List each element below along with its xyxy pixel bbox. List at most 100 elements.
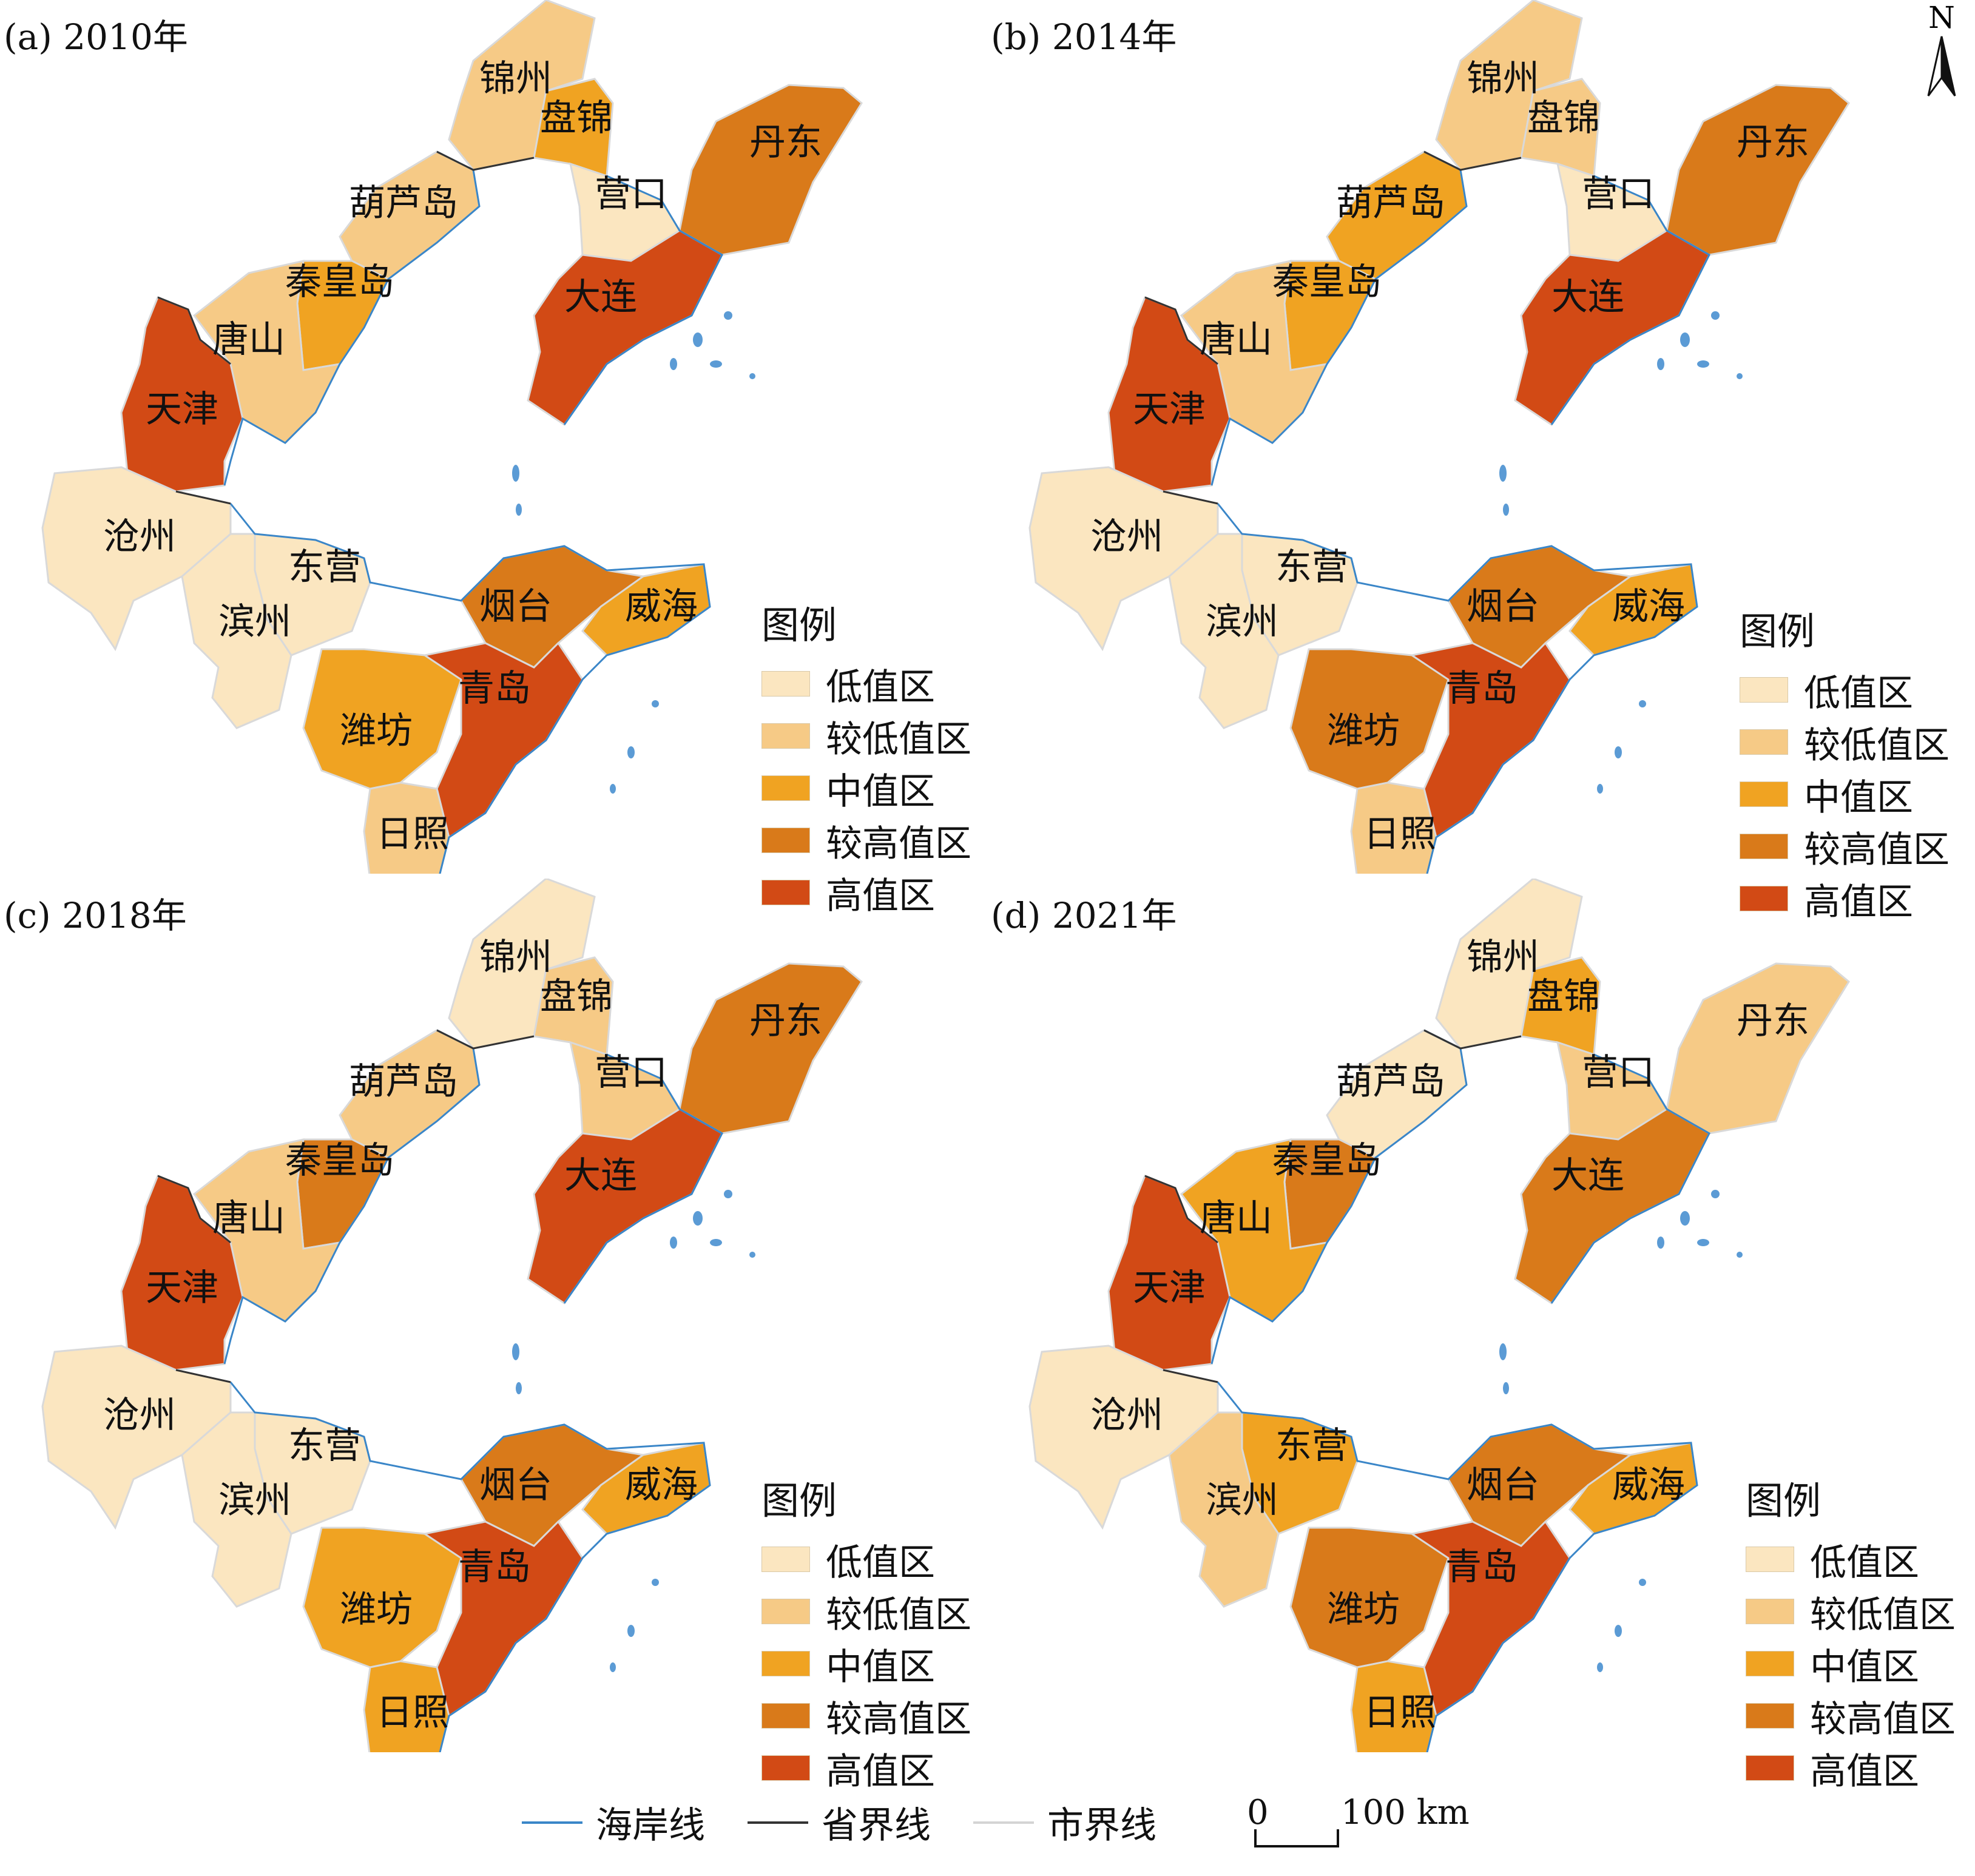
island	[724, 1190, 732, 1198]
province-boundary-label: 省界线	[822, 1804, 931, 1847]
city-label-潍坊: 潍坊	[340, 1588, 413, 1631]
city-label-威海: 威海	[1612, 585, 1685, 628]
province-boundary-segment	[157, 1175, 231, 1244]
panel-title: (d) 2021年	[991, 895, 1177, 936]
legend-label: 低值区	[826, 1541, 935, 1584]
city-label-东营: 东营	[1275, 1425, 1348, 1467]
island	[1657, 358, 1664, 370]
region-丹东	[678, 962, 863, 1135]
legend-swatch	[1746, 1599, 1794, 1624]
legend-title: 图例	[1740, 609, 1815, 653]
coastline-segment	[223, 150, 481, 486]
island	[724, 311, 732, 320]
city-label-大连: 大连	[564, 1155, 637, 1197]
city-label-东营: 东营	[288, 1425, 361, 1467]
city-label-滨州: 滨州	[1206, 1479, 1278, 1522]
legend-label: 较低值区	[826, 718, 971, 761]
legend-swatch	[761, 775, 810, 801]
region-日照	[1350, 1660, 1437, 1752]
legend-swatch	[1746, 1547, 1794, 1572]
province-boundary-segment	[1144, 296, 1218, 365]
city-label-日照: 日照	[376, 813, 449, 855]
legend-label: 中值区	[826, 1645, 935, 1689]
legend-swatch	[761, 1703, 810, 1729]
legend-swatch	[1740, 886, 1788, 911]
city-label-葫芦岛: 葫芦岛	[349, 1061, 458, 1103]
island	[610, 1662, 616, 1672]
region-丹东	[678, 84, 863, 256]
city-label-潍坊: 潍坊	[340, 710, 413, 752]
city-label-盘锦: 盘锦	[1527, 976, 1600, 1018]
legend-item: 较高值区	[1740, 820, 1950, 872]
region-日照	[1350, 781, 1437, 874]
province-boundary-segment	[1144, 1175, 1218, 1244]
city-label-秦皇岛: 秦皇岛	[285, 1139, 394, 1182]
province-boundary-segment	[1423, 150, 1522, 171]
legend-title: 图例	[761, 603, 837, 647]
coastline-segment	[223, 1029, 481, 1365]
city-label-葫芦岛: 葫芦岛	[1336, 182, 1445, 224]
city-label-营口: 营口	[1582, 1051, 1655, 1094]
island	[710, 1239, 722, 1246]
legend-item: 中值区	[1740, 768, 1950, 820]
province-boundary-segment	[175, 490, 231, 505]
city-label-沧州: 沧州	[1090, 516, 1163, 558]
region-潍坊	[1289, 648, 1450, 790]
island	[512, 1343, 519, 1360]
city-label-烟台: 烟台	[479, 585, 552, 628]
legend-label: 较高值区	[826, 1698, 971, 1741]
region-沧州	[1028, 466, 1219, 652]
north-label: N	[1928, 0, 1955, 35]
city-label-丹东: 丹东	[749, 1000, 822, 1042]
legend-swatch	[761, 880, 810, 905]
region-滨州	[181, 533, 292, 729]
legend-swatch	[1740, 677, 1788, 703]
province-boundary-segment	[157, 296, 231, 365]
island	[749, 1252, 755, 1258]
island	[627, 746, 635, 758]
island	[1680, 1211, 1690, 1226]
city-label-潍坊: 潍坊	[1327, 1588, 1400, 1631]
legend-label: 中值区	[1810, 1645, 1919, 1689]
coastline-segment	[1550, 1053, 1710, 1304]
legend-swatch	[1740, 729, 1788, 755]
legend-item: 较高值区	[761, 814, 971, 866]
region-丹东	[1666, 84, 1850, 256]
region-滨州	[181, 1411, 292, 1608]
region-日照	[363, 1660, 450, 1752]
legend: 图例 低值区 较低值区 中值区 较高值区 高值区	[1740, 601, 1950, 925]
legend-label: 较高值区	[826, 822, 971, 865]
city-boundary-label: 市界线	[1047, 1804, 1156, 1847]
legend-label: 较低值区	[826, 1593, 971, 1636]
island	[652, 1579, 659, 1586]
legend-label: 中值区	[826, 770, 935, 813]
island	[670, 1237, 677, 1249]
legend-item: 低值区	[1740, 664, 1950, 716]
city-label-滨州: 滨州	[1206, 601, 1278, 643]
city-label-青岛: 青岛	[1445, 1546, 1518, 1588]
island	[693, 1211, 703, 1226]
city-label-葫芦岛: 葫芦岛	[1336, 1061, 1445, 1103]
coastline-segment	[1217, 503, 1698, 874]
coastline-segment	[563, 175, 723, 425]
island	[1499, 465, 1507, 482]
city-boundary-legend-item: 市界线	[973, 1796, 1156, 1849]
city-label-大连: 大连	[564, 276, 637, 319]
island	[1503, 504, 1509, 516]
city-label-唐山: 唐山	[212, 319, 285, 361]
city-label-滨州: 滨州	[218, 1479, 291, 1522]
legend-label: 低值区	[1804, 672, 1913, 715]
island	[516, 504, 522, 516]
island	[610, 784, 616, 794]
coastline-segment	[1210, 150, 1468, 486]
province-boundary-sample	[748, 1821, 808, 1824]
legend-label: 高值区	[1804, 880, 1913, 923]
coastline-segment	[1217, 1382, 1698, 1752]
region-潍坊	[302, 1527, 462, 1668]
legend-swatch	[761, 828, 810, 853]
city-label-青岛: 青岛	[458, 667, 531, 710]
coastline-segment	[229, 1382, 711, 1752]
province-boundary-legend-item: 省界线	[748, 1796, 931, 1849]
island	[516, 1382, 522, 1394]
